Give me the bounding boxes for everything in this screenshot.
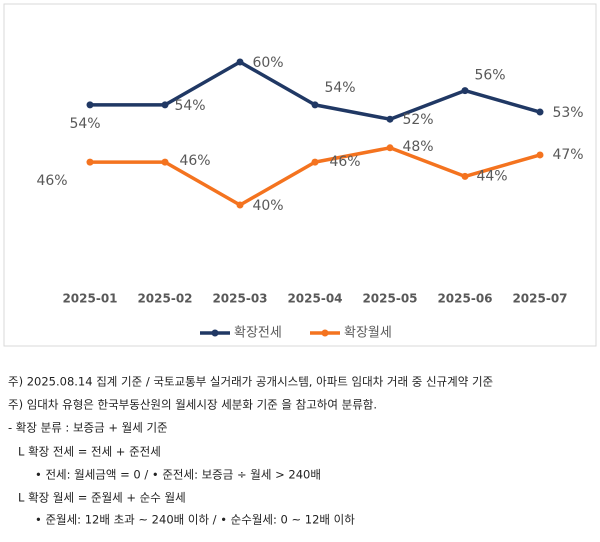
note: L 확장 전세 = 전세 + 준전세 <box>18 445 161 459</box>
data-label: 52% <box>402 112 433 128</box>
chart-frame <box>3 3 597 347</box>
point <box>386 144 394 152</box>
data-label: 48% <box>402 139 433 155</box>
x-tick-label: 2025-01 <box>62 292 117 306</box>
legend-marker <box>211 329 219 337</box>
notes: 주) 2025.08.14 집계 기준 / 국토교통부 실거래가 공개시스템, … <box>8 375 493 527</box>
point <box>161 158 169 166</box>
note: • 전세: 월세금액 = 0 / • 준전세: 보증금 ÷ 월세 > 240배 <box>35 468 321 482</box>
legend-label: 확장월세 <box>344 326 392 341</box>
point <box>536 108 544 116</box>
data-label: 46% <box>36 173 67 189</box>
legend-marker <box>321 329 329 337</box>
x-tick-label: 2025-07 <box>512 292 567 306</box>
point <box>311 101 319 109</box>
data-label: 54% <box>324 80 355 96</box>
point <box>536 151 544 159</box>
data-label: 44% <box>476 168 507 184</box>
data-label: 47% <box>552 147 583 163</box>
data-label: 46% <box>329 154 360 170</box>
data-label: 53% <box>552 105 583 121</box>
point <box>86 101 94 109</box>
data-label: 54% <box>69 116 100 132</box>
note: - 확장 분류 : 보증금 + 월세 기준 <box>8 421 168 435</box>
point <box>386 115 394 123</box>
data-label: 60% <box>252 55 283 71</box>
point <box>461 87 469 95</box>
legend-label: 확장전세 <box>234 326 282 341</box>
data-label: 56% <box>474 68 505 84</box>
point <box>236 201 244 209</box>
x-tick-label: 2025-06 <box>437 292 492 306</box>
data-label: 40% <box>252 198 283 214</box>
point <box>86 158 94 166</box>
note: L 확장 월세 = 준월세 + 순수 월세 <box>18 491 186 505</box>
point <box>161 101 169 109</box>
note: 주) 임대차 유형은 한국부동산원의 월세시장 세분화 기준 을 참고하여 분류… <box>8 398 377 412</box>
data-label: 54% <box>174 98 205 114</box>
note: • 준월세: 12배 초과 ~ 240배 이하 / • 순수월세: 0 ~ 12… <box>35 513 355 527</box>
point <box>236 58 244 66</box>
x-tick-label: 2025-03 <box>212 292 267 306</box>
x-tick-label: 2025-04 <box>287 292 342 306</box>
point <box>461 172 469 180</box>
note: 주) 2025.08.14 집계 기준 / 국토교통부 실거래가 공개시스템, … <box>8 375 493 389</box>
x-tick-label: 2025-05 <box>362 292 417 306</box>
x-tick-label: 2025-02 <box>137 292 192 306</box>
point <box>311 158 319 166</box>
data-label: 46% <box>179 153 210 169</box>
